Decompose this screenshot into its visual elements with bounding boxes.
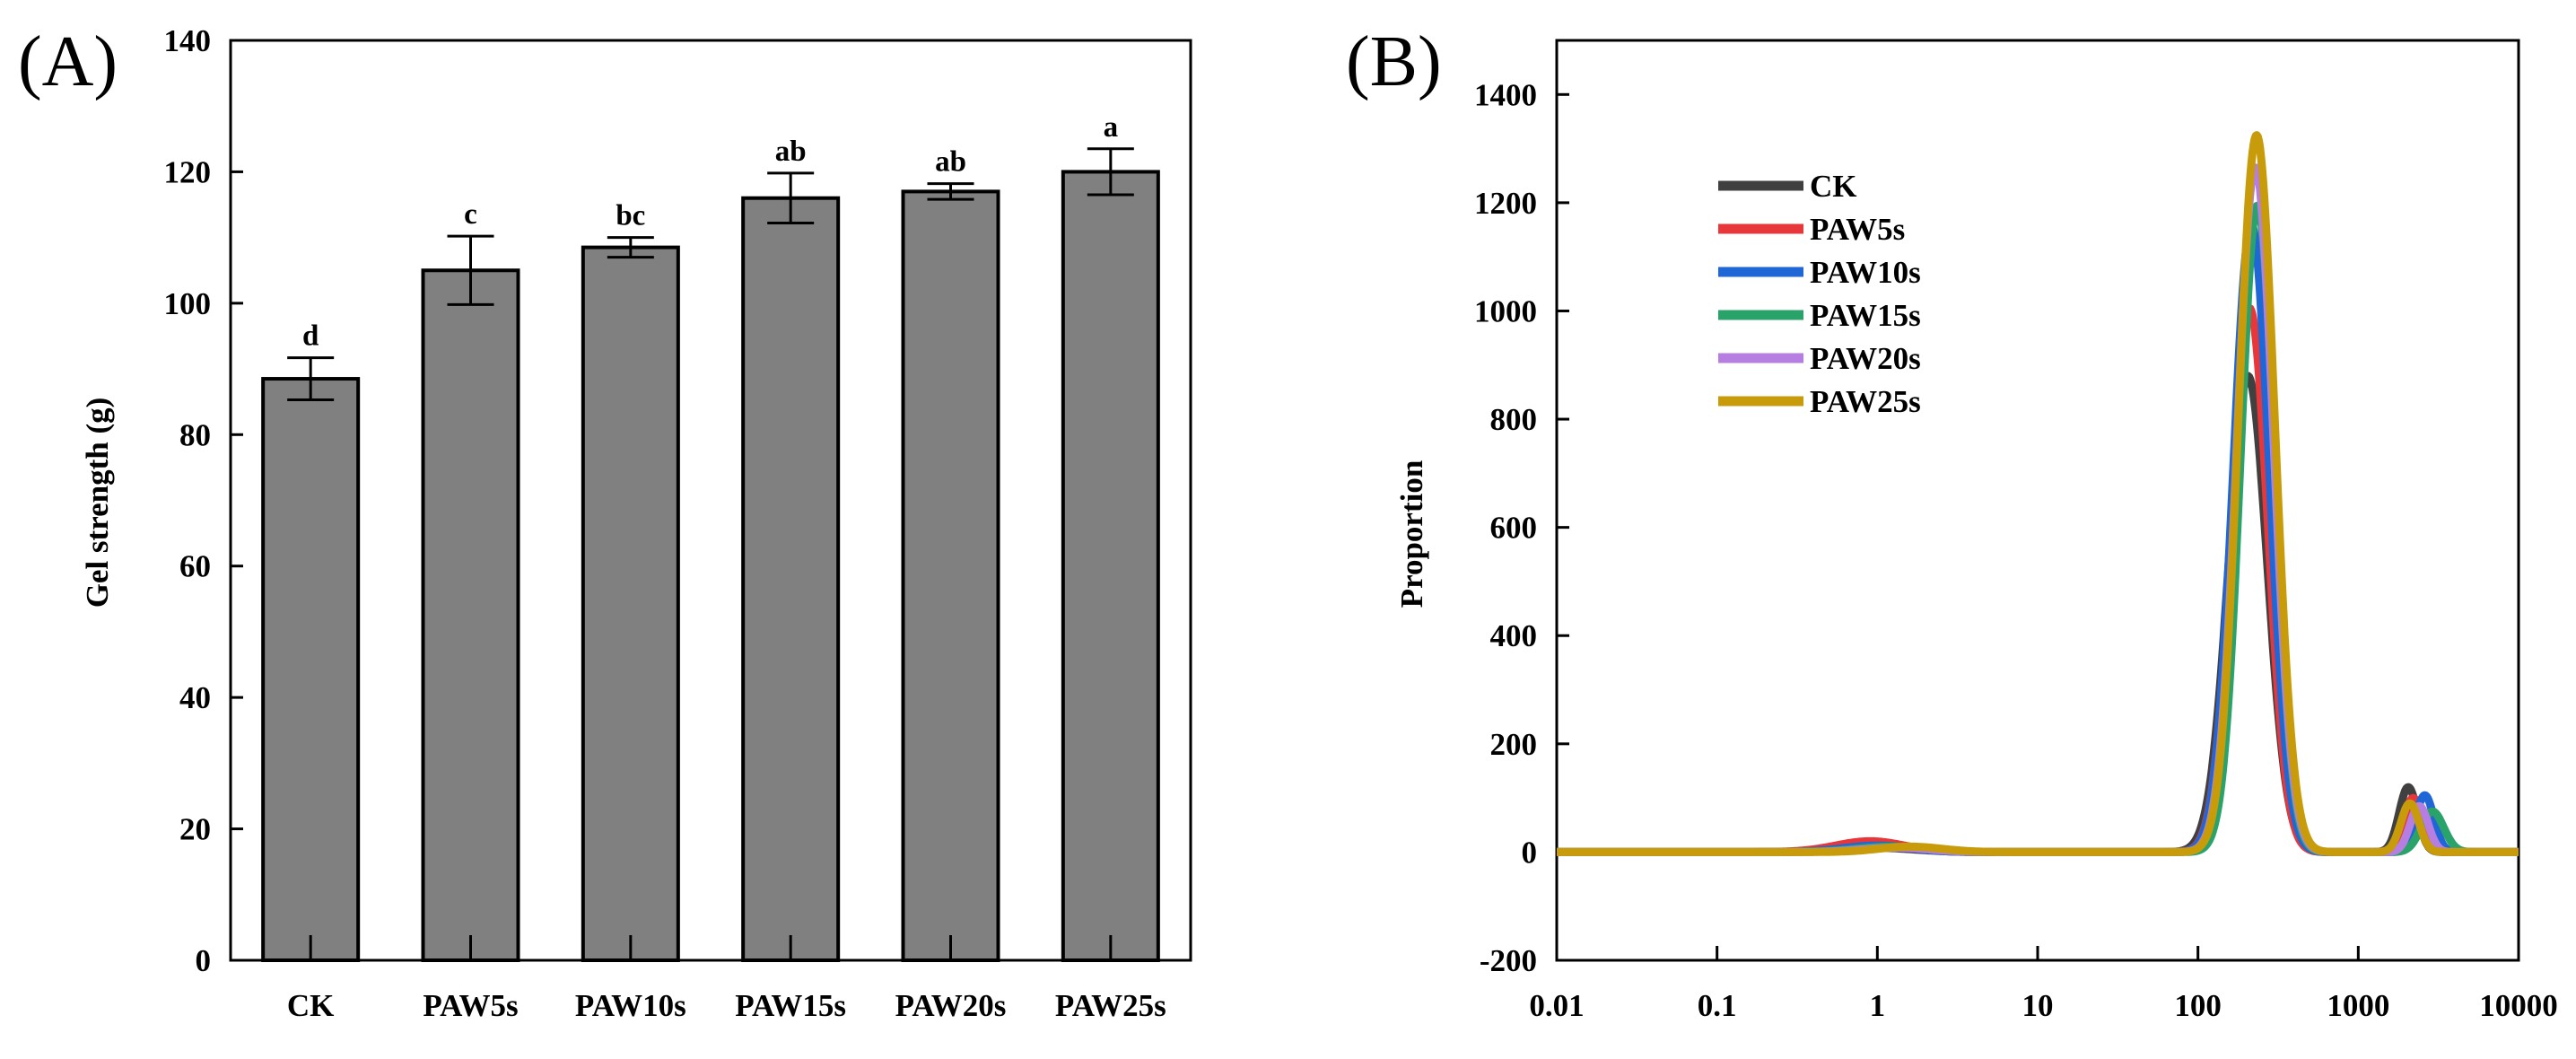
x-tick-label: PAW25s [1055, 988, 1166, 1023]
bar [261, 377, 361, 962]
legend-label: PAW5s [1810, 212, 1905, 247]
y-tick-label: 80 [179, 417, 211, 452]
x-tick-label: 100 [2174, 988, 2222, 1023]
panel-b-label: (B) [1346, 22, 1442, 101]
panel-a-ylabel: Gel strength (g) [80, 398, 115, 608]
significance-letter: ab [775, 136, 807, 168]
series-line-CK [1553, 372, 2522, 856]
y-tick-label: 40 [179, 680, 211, 715]
panel-b-ylabel: Proportion [1394, 460, 1429, 608]
x-tick-label: 0.1 [1698, 988, 1737, 1023]
y-tick-label: 100 [164, 286, 212, 321]
x-tick-label: 1000 [2327, 988, 2389, 1023]
significance-letter: c [464, 198, 477, 231]
bar [741, 196, 841, 962]
significance-letter: a [1104, 111, 1119, 144]
x-tick-label: PAW10s [575, 988, 686, 1023]
x-tick-label: 1 [1870, 988, 1886, 1023]
bar [421, 268, 520, 962]
y-tick-label: 800 [1490, 402, 1538, 437]
y-tick-label: 120 [164, 154, 212, 189]
x-tick-label: PAW5s [423, 988, 518, 1023]
legend-label: CK [1810, 169, 1857, 204]
y-tick-label: 140 [164, 23, 212, 58]
x-tick-label: PAW15s [735, 988, 846, 1023]
legend-label: PAW15s [1810, 298, 1921, 333]
y-tick-label: 1400 [1474, 77, 1537, 112]
y-tick-label: 200 [1490, 727, 1538, 762]
y-tick-label: 0 [1522, 835, 1538, 870]
significance-letter: ab [935, 146, 966, 179]
legend-label: PAW25s [1810, 384, 1921, 419]
series-line-PAW25s [1553, 131, 2522, 856]
x-tick-label: 10 [2022, 988, 2054, 1023]
y-tick-label: 1200 [1474, 186, 1537, 221]
plot-frame [1555, 39, 2520, 962]
series-line-PAW20s [1553, 163, 2522, 856]
legend-label: PAW20s [1810, 341, 1921, 376]
x-tick-label: 10000 [2479, 988, 2558, 1023]
legend-label: PAW10s [1810, 255, 1921, 290]
bar [581, 245, 680, 962]
plot-frame [229, 39, 1192, 962]
series-line-PAW10s [1553, 220, 2522, 856]
x-tick-label: PAW20s [895, 988, 1007, 1023]
y-tick-label: -200 [1480, 943, 1537, 978]
bar [1061, 170, 1160, 962]
y-tick-label: 20 [179, 812, 211, 847]
y-tick-label: 0 [196, 943, 212, 978]
panel-a-label: (A) [18, 22, 118, 101]
y-tick-label: 400 [1490, 618, 1538, 653]
x-tick-label: CK [287, 988, 335, 1023]
series-line-PAW15s [1553, 201, 2522, 856]
bar [901, 189, 1000, 962]
x-tick-label: 0.01 [1529, 988, 1584, 1023]
significance-letter: bc [616, 200, 645, 232]
y-tick-label: 60 [179, 549, 211, 584]
y-tick-label: 1000 [1474, 293, 1537, 328]
significance-letter: d [302, 320, 319, 353]
y-tick-label: 600 [1490, 511, 1538, 546]
bar-chart: 0 20 40 60 80 100 120 140 d CK c PAW5s bc PAW10s ab PAW… [164, 23, 1192, 1023]
line-chart: -200 0 200 400 600 800 1000 1200 1400 0.01 0.1 1 10 1… [1474, 39, 2558, 1023]
series-line-PAW5s [1553, 304, 2522, 856]
